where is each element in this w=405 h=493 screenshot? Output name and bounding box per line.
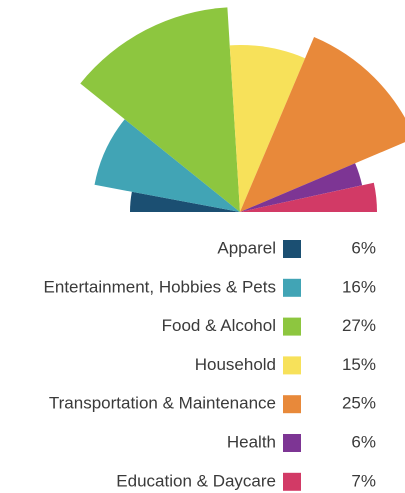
legend-swatch [283,472,301,491]
slice [80,7,240,212]
legend-swatch [283,317,301,336]
slice [130,191,240,212]
legend-swatch [283,395,301,414]
legend-swatch [283,434,301,452]
value-label: 7% [351,471,376,490]
legend-swatch [283,356,301,375]
legend-label: Transportation & Maintenance [49,394,276,413]
value-label: 16% [342,277,376,296]
legend-label: Household [195,355,276,374]
value-label: 6% [351,432,376,451]
legend-label: Apparel [217,238,276,257]
value-label: 15% [342,355,376,374]
legend-label: Health [227,432,276,451]
slice [94,119,240,212]
legend-label: Entertainment, Hobbies & Pets [44,277,276,296]
slice [240,37,405,212]
slice [229,45,306,213]
value-label: 6% [351,238,376,257]
slice [240,163,363,212]
value-label: 27% [342,316,376,335]
legend-label: Food & Alcohol [162,316,276,335]
value-label: 25% [342,394,376,413]
slice [240,182,377,212]
legend-label: Education & Daycare [116,471,276,490]
legend-swatch [283,240,301,258]
legend-swatch [283,278,301,297]
